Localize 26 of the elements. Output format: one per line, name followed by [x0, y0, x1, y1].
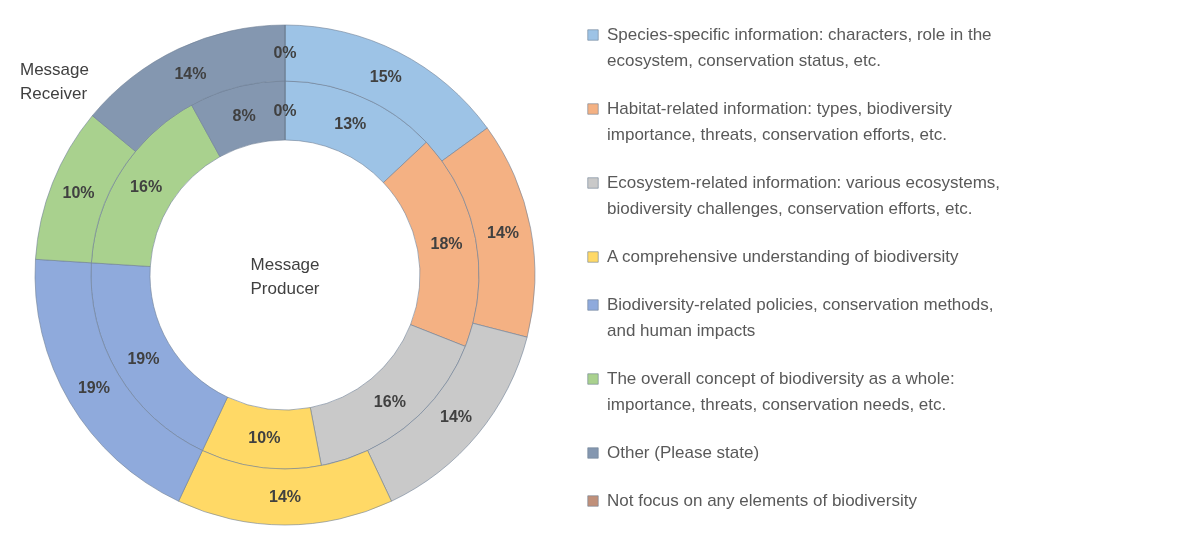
data-label: 14%	[440, 407, 473, 425]
legend-label: Species-specific information: characters, role in the ecosystem, conservation status, etc.	[607, 25, 992, 70]
data-label: 14%	[268, 488, 302, 505]
legend-label: Not focus on any elements of biodiversity	[607, 491, 918, 510]
data-label: 13%	[334, 115, 367, 133]
data-label: 16%	[130, 177, 163, 195]
text: 0%	[273, 101, 297, 119]
data-label: 19%	[77, 379, 110, 397]
data-label: 16%	[373, 392, 406, 410]
text: 0%	[273, 44, 297, 61]
legend-label: Ecosystem-related information: various ecosystems, biodiversity challenges, conservation efforts, etc.	[607, 173, 1001, 218]
data-label: 18%	[430, 235, 463, 253]
slice-label: Message Producer	[250, 255, 320, 298]
legend-label: Other (Please state)	[607, 443, 760, 462]
data-label: 14%	[487, 224, 520, 242]
legend-label: Habitat-related information: types, biodiversity importance, threats, conservation efforts, etc.	[607, 99, 953, 144]
slice-label: Message Receiver	[20, 60, 89, 103]
legend-label: A comprehensive understanding of biodiversity	[607, 247, 960, 266]
data-label: 10%	[62, 184, 95, 202]
data-label: 10%	[248, 429, 281, 447]
data-label: 15%	[369, 68, 402, 86]
legend-label: The overall concept of biodiversity as a whole: importance, threats, conservation needs, etc.	[607, 369, 955, 414]
data-label: 8%	[232, 106, 256, 124]
data-label: 14%	[174, 65, 207, 83]
legend-label: Biodiversity-related policies, conservation methods, and human impacts	[607, 295, 994, 340]
data-label: 19%	[127, 349, 160, 367]
